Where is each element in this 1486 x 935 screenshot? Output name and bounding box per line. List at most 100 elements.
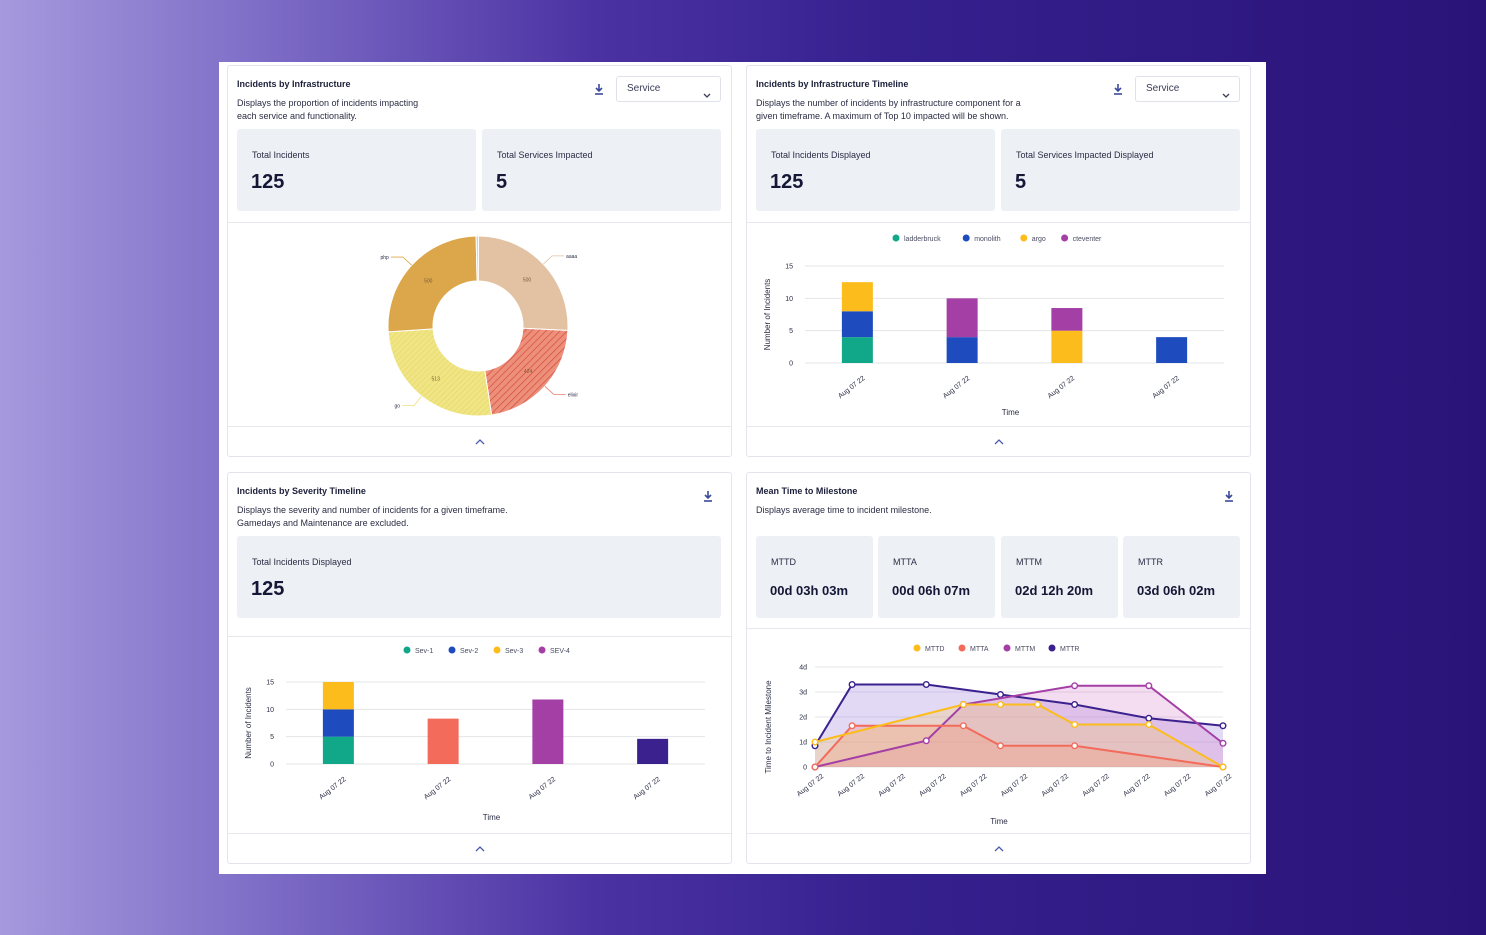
divider [747,426,1250,427]
point-mttd [1145,720,1153,728]
collapse-button[interactable] [747,834,1250,864]
stat-value: 125 [251,578,285,600]
y-tick-label: 5 [789,328,793,335]
legend-swatch [493,646,501,654]
divider [747,628,1250,629]
y-tick-label: 5 [270,734,274,741]
line-mttm [814,684,1224,768]
x-tick-label: Aug 07 22 [1081,773,1111,798]
bar-segment-monolith [841,311,873,338]
point-mttr [922,681,930,689]
stat-value: 5 [1015,171,1027,193]
point-mttm [1219,739,1227,747]
bar-segment-argo [1051,330,1083,363]
point-mttd [1071,720,1079,728]
slice-value-label: 424 [524,369,533,375]
slice-leader-line [390,256,412,266]
legend-swatch [892,234,900,242]
point-mttm [1145,682,1153,690]
download-icon[interactable] [701,489,715,503]
y-tick-label: 10 [785,296,793,303]
point-mtta [996,742,1004,750]
x-axis-label: Time [1002,408,1020,417]
y-tick-label: 0 [270,762,274,769]
stat-mtta: MTTA 00d 06h 07m [878,536,995,618]
collapse-button[interactable] [228,427,731,457]
point-mtta [1071,742,1079,750]
x-tick-label: Aug 07 22 [877,773,907,798]
stat-total-incidents-displayed: Total Incidents Displayed 125 [237,536,721,618]
legend-swatch [403,646,411,654]
x-tick-label: Aug 07 22 [837,773,867,798]
card-title: Mean Time to Milestone [756,486,858,496]
divider [228,222,731,223]
slice-leader-line [402,395,422,406]
area-mttr [815,684,1223,767]
stat-total-incidents-displayed: Total Incidents Displayed 125 [756,129,995,211]
x-tick-label: Aug 07 22 [528,776,558,801]
bar-segment-sev-3 [322,682,354,710]
x-tick-label: Aug 07 22 [1204,773,1234,798]
collapse-button[interactable] [228,834,731,864]
stat-value: 03d 06h 02m [1137,583,1216,598]
point-mttm [1071,682,1079,690]
bar-segment-ladderbruck [841,337,873,363]
point-mttr [1071,700,1079,708]
y-axis-label: Time to Incident Milestone [764,680,773,774]
bar-segment-sev-2 [322,709,354,737]
stat-value: 125 [251,171,285,193]
y-tick-label: 15 [785,264,793,271]
y-tick-label: 1d [799,740,807,747]
slice-value-label: 500 [424,278,433,284]
download-icon[interactable] [592,82,606,96]
x-tick-label: Aug 07 22 [918,773,948,798]
select-value: Service [1146,83,1180,94]
donut-slice-other [475,235,479,282]
divider [747,833,1250,834]
point-mttm [922,737,930,745]
card-description: Displays the severity and number of inci… [237,505,508,528]
legend-swatch [448,646,456,654]
y-tick-label: 2d [799,715,807,722]
service-select[interactable]: Service [616,76,721,102]
point-mttd [996,700,1004,708]
card-description: Displays the proportion of incidents imp… [237,98,419,121]
legend-label: monolith [974,236,1001,243]
bar-segment-cteventer [1051,308,1083,331]
area-mttm [815,685,1223,767]
point-mttr [996,691,1004,699]
y-tick-label: 10 [266,707,274,714]
x-tick-label: Aug 07 22 [1163,773,1193,798]
bar-segment-cteventer [946,298,978,338]
stat-label: Total Services Impacted [497,150,593,160]
stat-mttr: MTTR 03d 06h 02m [1123,536,1240,618]
legend-label: cteventer [1073,236,1102,243]
y-axis-label: Number of Incidents [244,687,253,759]
x-tick-label: Aug 07 22 [1122,773,1152,798]
stat-label: Total Services Impacted Displayed [1016,150,1154,160]
point-mttd [1034,700,1042,708]
slice-value-label: 500 [523,278,532,284]
x-tick-label: Aug 07 22 [318,776,348,801]
download-icon[interactable] [1222,489,1236,503]
stat-value: 125 [770,171,804,193]
legend-label: argo [1032,236,1046,243]
stat-label: Total Incidents Displayed [252,557,352,567]
legend-label: Sev-2 [460,648,478,655]
service-select[interactable]: Service [1135,76,1240,102]
divider [228,636,731,637]
y-tick-label: 15 [266,680,274,687]
card-mean-time-to-milestone: Mean Time to Milestone Displays average … [746,472,1251,864]
bar [532,699,564,764]
point-mttr [1219,722,1227,730]
x-axis-label: Time [990,817,1008,826]
chevron-down-icon [703,85,711,109]
legend-swatch [1020,234,1028,242]
stat-label: Total Incidents Displayed [771,150,871,160]
stat-value: 00d 03h 03m [770,583,849,598]
bar [427,718,459,764]
collapse-button[interactable] [747,427,1250,457]
download-icon[interactable] [1111,82,1125,96]
area-mttd [815,704,1223,767]
stat-label: MTTD [771,557,796,567]
